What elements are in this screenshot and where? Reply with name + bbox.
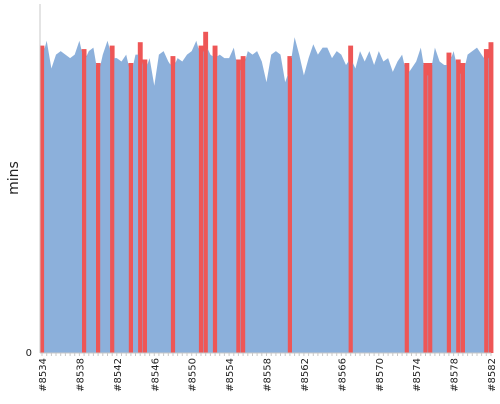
x-tick-label: #8542 [113,358,124,392]
highlight-bar [212,47,218,353]
highlight-bar [128,65,133,353]
highlight-bar [198,47,204,353]
highlight-bar [110,47,115,353]
highlight-bar [82,51,87,353]
highlight-bar [236,61,241,353]
x-tick-label: #8558 [263,358,274,392]
highlight-bar [96,65,101,353]
x-tick-label: #8550 [188,358,199,392]
x-tick-label: #8534 [38,358,49,392]
x-tick-label: #8562 [300,358,311,392]
area-series [42,37,491,353]
x-tick-label: #8582 [487,358,498,392]
highlight-bar [203,33,208,354]
x-tick-label: #8566 [337,358,348,392]
x-axis-ticks: #8534 #8538 #8542 #8546 #8550 #8554 #8558 #8562… [38,353,498,392]
highlight-bar [348,47,353,353]
x-tick-label: #8570 [375,358,386,392]
highlight-bar [404,65,409,353]
y-axis-ticks: 0 [26,348,32,359]
x-tick-label: #8574 [412,358,423,392]
highlight-bar [39,47,45,353]
highlight-bar [488,44,494,353]
highlight-bar [456,61,461,353]
highlight-bar [484,51,489,353]
highlight-bar [446,54,451,353]
highlight-bar [170,58,176,353]
x-tick-label: #8554 [225,358,236,392]
highlight-bar [241,58,246,353]
highlight-bar [287,58,292,353]
x-tick-label: #8578 [450,358,461,392]
highlight-bar [423,65,428,353]
highlight-bar [460,65,465,353]
x-tick-label: #8546 [150,358,161,392]
highlight-bar [428,65,433,353]
x-tick-label: #8538 [75,358,86,392]
highlight-bar [138,44,143,353]
highlight-bar [142,61,147,353]
y-axis-label: mins [6,161,22,195]
y-tick-label: 0 [26,348,32,359]
